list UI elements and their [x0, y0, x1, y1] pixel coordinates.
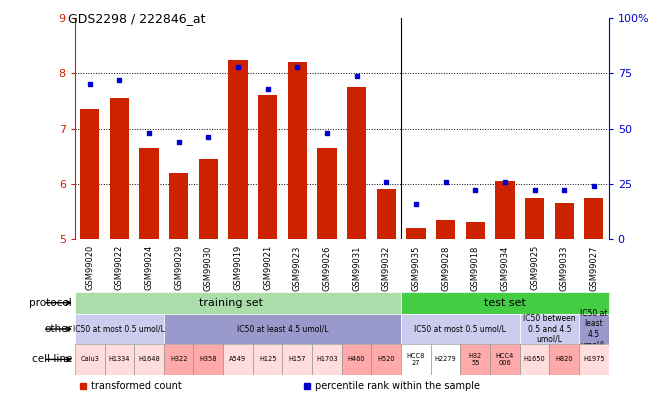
Text: H1650: H1650: [523, 356, 546, 362]
Bar: [105, 344, 134, 375]
Text: H520: H520: [378, 356, 395, 362]
Bar: [401, 314, 519, 344]
Bar: [199, 159, 218, 239]
Bar: [465, 222, 485, 239]
Bar: [75, 292, 401, 314]
Bar: [460, 344, 490, 375]
Bar: [490, 344, 519, 375]
Bar: [431, 344, 460, 375]
Bar: [317, 148, 337, 239]
Bar: [519, 314, 579, 344]
Text: protocol: protocol: [29, 298, 72, 308]
Text: cell line: cell line: [32, 354, 72, 364]
Bar: [584, 198, 603, 239]
Bar: [579, 344, 609, 375]
Text: H1648: H1648: [138, 356, 160, 362]
Bar: [519, 344, 549, 375]
Text: H1703: H1703: [316, 356, 338, 362]
Bar: [193, 344, 223, 375]
Text: test set: test set: [484, 298, 526, 308]
Bar: [229, 60, 247, 239]
Bar: [110, 98, 129, 239]
Text: Calu3: Calu3: [80, 356, 99, 362]
Bar: [436, 220, 455, 239]
Bar: [288, 62, 307, 239]
Bar: [372, 344, 401, 375]
Text: IC50 at
least
4.5
umol/L: IC50 at least 4.5 umol/L: [580, 309, 607, 349]
Bar: [75, 344, 105, 375]
Text: training set: training set: [199, 298, 262, 308]
Bar: [377, 189, 396, 239]
Bar: [80, 109, 100, 239]
Bar: [495, 181, 514, 239]
Text: transformed count: transformed count: [91, 382, 182, 392]
Bar: [283, 344, 312, 375]
Text: percentile rank within the sample: percentile rank within the sample: [315, 382, 480, 392]
Text: IC50 at least 4.5 umol/L: IC50 at least 4.5 umol/L: [237, 324, 328, 334]
Text: H32
55: H32 55: [469, 353, 482, 366]
Bar: [134, 344, 164, 375]
Bar: [342, 344, 372, 375]
Text: H358: H358: [200, 356, 217, 362]
Bar: [401, 292, 609, 314]
Bar: [347, 87, 367, 239]
Bar: [223, 344, 253, 375]
Bar: [169, 173, 188, 239]
Bar: [253, 344, 283, 375]
Text: H2279: H2279: [435, 356, 456, 362]
Bar: [406, 228, 426, 239]
Bar: [258, 96, 277, 239]
Text: HCC8
27: HCC8 27: [407, 353, 425, 366]
Bar: [312, 344, 342, 375]
Bar: [164, 344, 193, 375]
Text: H1975: H1975: [583, 356, 605, 362]
Bar: [579, 314, 609, 344]
Text: HCC4
006: HCC4 006: [495, 353, 514, 366]
Bar: [401, 344, 431, 375]
Text: H820: H820: [555, 356, 573, 362]
Text: H322: H322: [170, 356, 187, 362]
Text: IC50 between
0.5 and 4.5
umol/L: IC50 between 0.5 and 4.5 umol/L: [523, 314, 575, 344]
Text: H1334: H1334: [109, 356, 130, 362]
Text: H157: H157: [288, 356, 306, 362]
Text: H460: H460: [348, 356, 365, 362]
Bar: [525, 198, 544, 239]
Bar: [164, 314, 401, 344]
Text: H125: H125: [259, 356, 277, 362]
Text: IC50 at most 0.5 umol/L: IC50 at most 0.5 umol/L: [415, 324, 506, 334]
Text: other: other: [44, 324, 72, 334]
Bar: [75, 314, 164, 344]
Text: A549: A549: [229, 356, 247, 362]
Text: GDS2298 / 222846_at: GDS2298 / 222846_at: [68, 12, 206, 25]
Bar: [139, 148, 159, 239]
Bar: [549, 344, 579, 375]
Text: IC50 at most 0.5 umol/L: IC50 at most 0.5 umol/L: [74, 324, 165, 334]
Bar: [555, 203, 574, 239]
